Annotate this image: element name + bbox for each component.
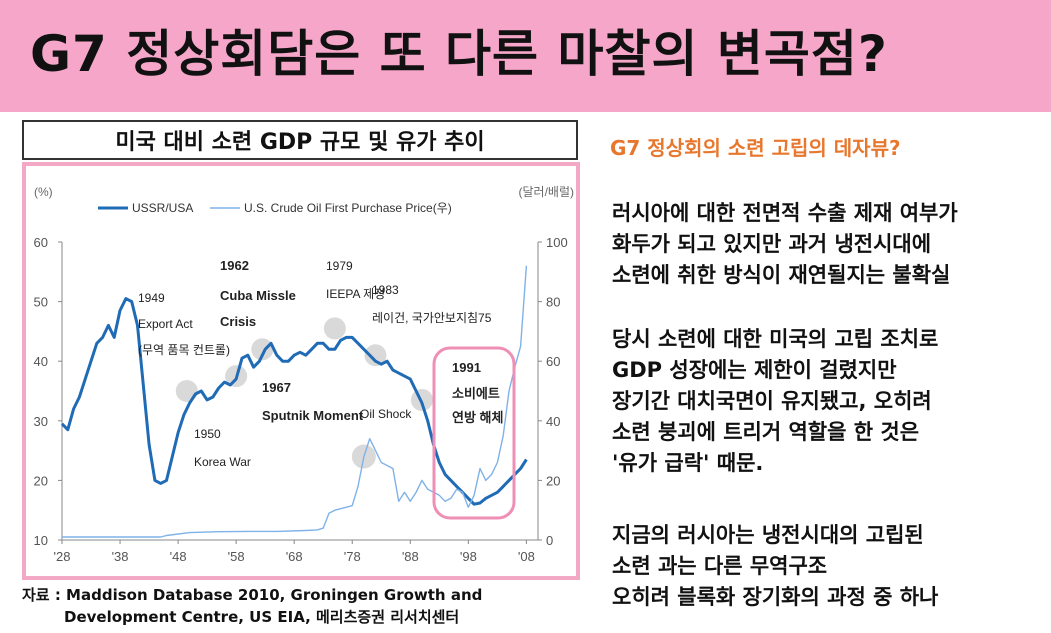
paragraph-line: 소련에 취한 방식이 재연될지는 불확실: [612, 263, 951, 287]
right-tick-label: 60: [546, 354, 560, 369]
event-highlight-bubble: [364, 344, 387, 367]
annotation-3-line-3: Crisis: [220, 314, 256, 329]
chart-frame: (%) (달러/배럴) 10 20 30 40 50 60 0 20 40 60 80 100 '28 '38…: [22, 162, 580, 580]
x-tick-label: '98: [460, 549, 477, 564]
annotation-1-line-3: (무역 품목 컨트롤): [138, 343, 230, 357]
x-tick-label: '08: [518, 549, 535, 564]
annotation-4-line-1: 1967: [262, 380, 291, 395]
paragraph-line: 당시 소련에 대한 미국의 고립 조치로: [612, 327, 939, 351]
annotation-2-line-2: Korea War: [194, 455, 251, 469]
paragraph-line: 러시아에 대한 전면적 수출 제재 여부가: [612, 201, 958, 225]
source-line-1: 자료 : Maddison Database 2010, Groningen G…: [22, 586, 483, 604]
paragraph-line: 장기간 대치국면이 유지됐고, 오히려: [612, 389, 932, 413]
source-note: 자료 : Maddison Database 2010, Groningen G…: [22, 584, 582, 628]
paragraph-line: GDP 성장에는 제한이 걸렸지만: [612, 358, 897, 382]
right-tick-label: 40: [546, 414, 560, 429]
x-tick-label: '68: [286, 549, 303, 564]
page-title: G7 정상회담은 또 다른 마찰의 변곡점?: [30, 25, 888, 83]
annotation-8-line-2: 소비에트: [452, 386, 500, 401]
right-heading: G7 정상회의 소련 고립의 데자뷰?: [610, 136, 901, 160]
paragraph-3: 지금의 러시아는 냉전시대의 고립된 소련 과는 다른 무역구조 오히려 블록화…: [612, 520, 1042, 613]
right-tick-label: 100: [546, 235, 568, 250]
chart-svg: (%) (달러/배럴) 10 20 30 40 50 60 0 20 40 60 80 100 '28 '38…: [34, 185, 575, 564]
x-tick-label: '78: [344, 549, 361, 564]
left-axis-unit: (%): [34, 185, 53, 199]
annotation-4-line-2: Sputnik Moment: [262, 408, 364, 423]
paragraph-line: '유가 급락' 때문.: [612, 451, 764, 475]
x-tick-label: '48: [170, 549, 187, 564]
event-highlight-bubble: [251, 338, 274, 361]
paragraph-line: 화두가 되고 있지만 과거 냉전시대에: [612, 232, 932, 256]
event-highlight-bubble: [175, 380, 198, 402]
left-tick-label: 50: [34, 295, 48, 310]
paragraph-1: 러시아에 대한 전면적 수출 제재 여부가 화두가 되고 있지만 과거 냉전시대…: [612, 198, 1042, 291]
left-tick-label: 30: [34, 414, 48, 429]
right-tick-label: 0: [546, 533, 553, 548]
paragraph-line: 지금의 러시아는 냉전시대의 고립된: [612, 523, 924, 547]
paragraph-line: 오히려 블록화 장기화의 과정 중 하나: [612, 585, 939, 609]
annotation-8-line-1: 1991: [452, 360, 481, 375]
x-tick-label: '88: [402, 549, 419, 564]
x-tick-label: '58: [228, 549, 245, 564]
right-tick-label: 20: [546, 473, 560, 488]
chart-box-title: 미국 대비 소련 GDP 규모 및 유가 추이: [22, 120, 578, 160]
annotation-8-line-3: 연방 해체: [452, 410, 503, 425]
highlight-box-1991: [432, 346, 516, 520]
annotation-7-line-2: 레이건, 국가안보지침75: [372, 311, 492, 325]
annotation-6-line-2: IEEPA 제정: [326, 287, 385, 301]
paragraph-2: 당시 소련에 대한 미국의 고립 조치로 GDP 성장에는 제한이 걸렸지만 장…: [612, 324, 1042, 479]
legend-label-ussr: USSR/USA: [132, 201, 193, 215]
annotation-1-line-1: 1949: [138, 291, 165, 305]
source-line-2: Development Centre, US EIA, 메리츠증권 리서치센터: [64, 608, 460, 626]
legend-label-oil: U.S. Crude Oil First Purchase Price(우): [244, 201, 452, 215]
left-tick-label: 60: [34, 235, 48, 250]
right-tick-label: 80: [546, 295, 560, 310]
event-highlight-bubble: [323, 317, 346, 340]
left-tick-label: 20: [34, 473, 48, 488]
paragraph-line: 소련 붕괴에 트리거 역할을 한 것은: [612, 420, 920, 444]
annotation-3-line-1: 1962: [220, 258, 249, 273]
ussr-usa-line: [60, 297, 528, 506]
annotation-7-line-1: 1983: [372, 283, 399, 297]
right-axis-unit: (달러/배럴): [519, 185, 575, 199]
annotation-5-line-1: Oil Shock: [360, 407, 412, 421]
oil-price-line: [62, 265, 528, 538]
left-tick-label: 40: [34, 354, 48, 369]
title-banner: G7 정상회담은 또 다른 마찰의 변곡점?: [0, 0, 1051, 112]
annotation-1-line-2: Export Act: [138, 317, 193, 331]
x-tick-label: '38: [112, 549, 129, 564]
paragraph-line: 소련 과는 다른 무역구조: [612, 554, 828, 578]
annotation-3-line-2: Cuba Missle: [220, 288, 296, 303]
left-tick-label: 10: [34, 533, 48, 548]
x-tick-label: '28: [54, 549, 71, 564]
annotation-2-line-1: 1950: [194, 427, 221, 441]
annotation-6-line-1: 1979: [326, 259, 353, 273]
